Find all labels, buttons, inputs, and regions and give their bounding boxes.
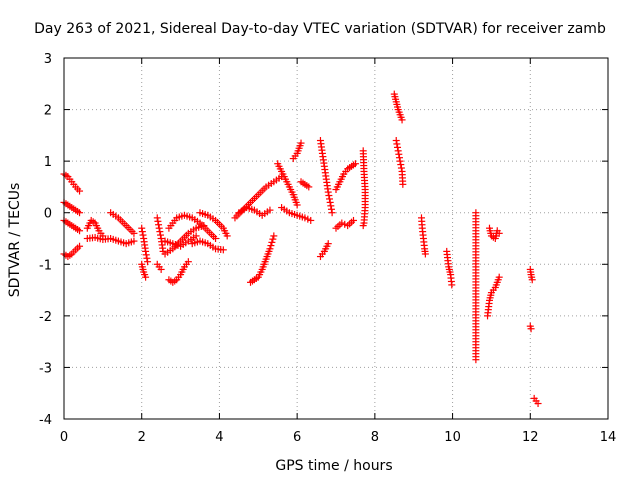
- data-point: [139, 231, 147, 239]
- data-point: [398, 116, 406, 124]
- data-point: [528, 276, 536, 284]
- x-tick-label: 2: [138, 430, 146, 445]
- data-point: [307, 216, 315, 224]
- data-point: [394, 147, 402, 155]
- y-tick-label: -3: [39, 361, 52, 376]
- data-point: [328, 209, 336, 217]
- data-point: [184, 258, 192, 266]
- x-tick-label: 8: [371, 430, 379, 445]
- x-tick-label: 6: [293, 430, 301, 445]
- data-point: [76, 227, 84, 235]
- data-point: [266, 206, 274, 214]
- x-tick-label: 10: [444, 430, 461, 445]
- data-point: [270, 232, 278, 240]
- data-point: [397, 161, 405, 169]
- data-point: [154, 217, 162, 225]
- data-point: [448, 281, 456, 289]
- data-point: [156, 231, 164, 239]
- data-point: [351, 160, 359, 168]
- data-point: [397, 164, 405, 172]
- data-point: [305, 183, 313, 191]
- data-point: [212, 235, 220, 242]
- data-point: [324, 188, 332, 196]
- data-point: [326, 195, 334, 203]
- y-axis-label: SDTVAR / TECUs: [7, 183, 23, 298]
- data-point: [155, 221, 163, 229]
- data-point: [421, 250, 429, 258]
- data-point: [192, 232, 200, 240]
- x-tick-label: 0: [60, 430, 68, 445]
- data-point: [157, 265, 165, 273]
- data-point: [142, 247, 150, 255]
- data-point: [76, 242, 84, 250]
- data-point: [76, 209, 84, 217]
- data-point: [138, 228, 146, 236]
- data-point: [155, 224, 163, 232]
- data-point: [144, 258, 152, 266]
- data-point: [223, 232, 231, 240]
- y-tick-label: 3: [44, 52, 52, 67]
- chart-grid: [64, 58, 608, 419]
- data-point: [138, 224, 146, 232]
- chart-title: Day 263 of 2021, Sidereal Day-to-day VTE…: [34, 21, 606, 37]
- data-point: [76, 187, 84, 195]
- data-point: [327, 202, 335, 210]
- data-point: [527, 325, 535, 333]
- data-point: [395, 154, 403, 162]
- data-point: [495, 273, 503, 281]
- data-point: [153, 214, 161, 222]
- y-tick-label: 0: [44, 207, 52, 222]
- plot-frame: [63, 57, 609, 420]
- data-point: [359, 222, 367, 230]
- data-point: [130, 229, 138, 237]
- data-point: [99, 232, 107, 240]
- data-point: [534, 400, 542, 408]
- data-point: [268, 238, 276, 246]
- data-point: [266, 245, 274, 253]
- data-point: [396, 157, 404, 165]
- data-point: [293, 201, 301, 209]
- data-point: [399, 180, 407, 188]
- data-point: [143, 254, 151, 262]
- data-point: [495, 229, 503, 237]
- data-point: [349, 216, 357, 224]
- y-tick-label: 1: [44, 155, 52, 170]
- data-point: [393, 140, 401, 148]
- data-point: [395, 150, 403, 158]
- data-point: [394, 143, 402, 151]
- data-point: [297, 139, 305, 147]
- data-point: [267, 242, 275, 250]
- data-point: [326, 198, 334, 206]
- data-point: [472, 356, 480, 364]
- data-point: [269, 235, 277, 243]
- y-tick-label: 2: [44, 104, 52, 119]
- data-point: [392, 137, 400, 145]
- data-points: [60, 90, 542, 408]
- data-point: [325, 192, 333, 200]
- x-tick-label: 4: [215, 430, 223, 445]
- y-tick-label: -2: [39, 310, 52, 325]
- x-tick-label: 14: [600, 430, 617, 445]
- x-axis-label: GPS time / hours: [275, 458, 392, 474]
- x-tick-label: 12: [522, 430, 539, 445]
- data-point: [324, 240, 332, 248]
- data-point: [219, 246, 227, 254]
- data-point: [142, 273, 150, 281]
- data-point: [142, 251, 150, 259]
- y-tick-label: -4: [39, 413, 52, 428]
- y-tick-label: -1: [39, 258, 52, 273]
- data-point: [130, 237, 138, 245]
- data-point: [327, 205, 335, 213]
- data-point: [156, 228, 164, 236]
